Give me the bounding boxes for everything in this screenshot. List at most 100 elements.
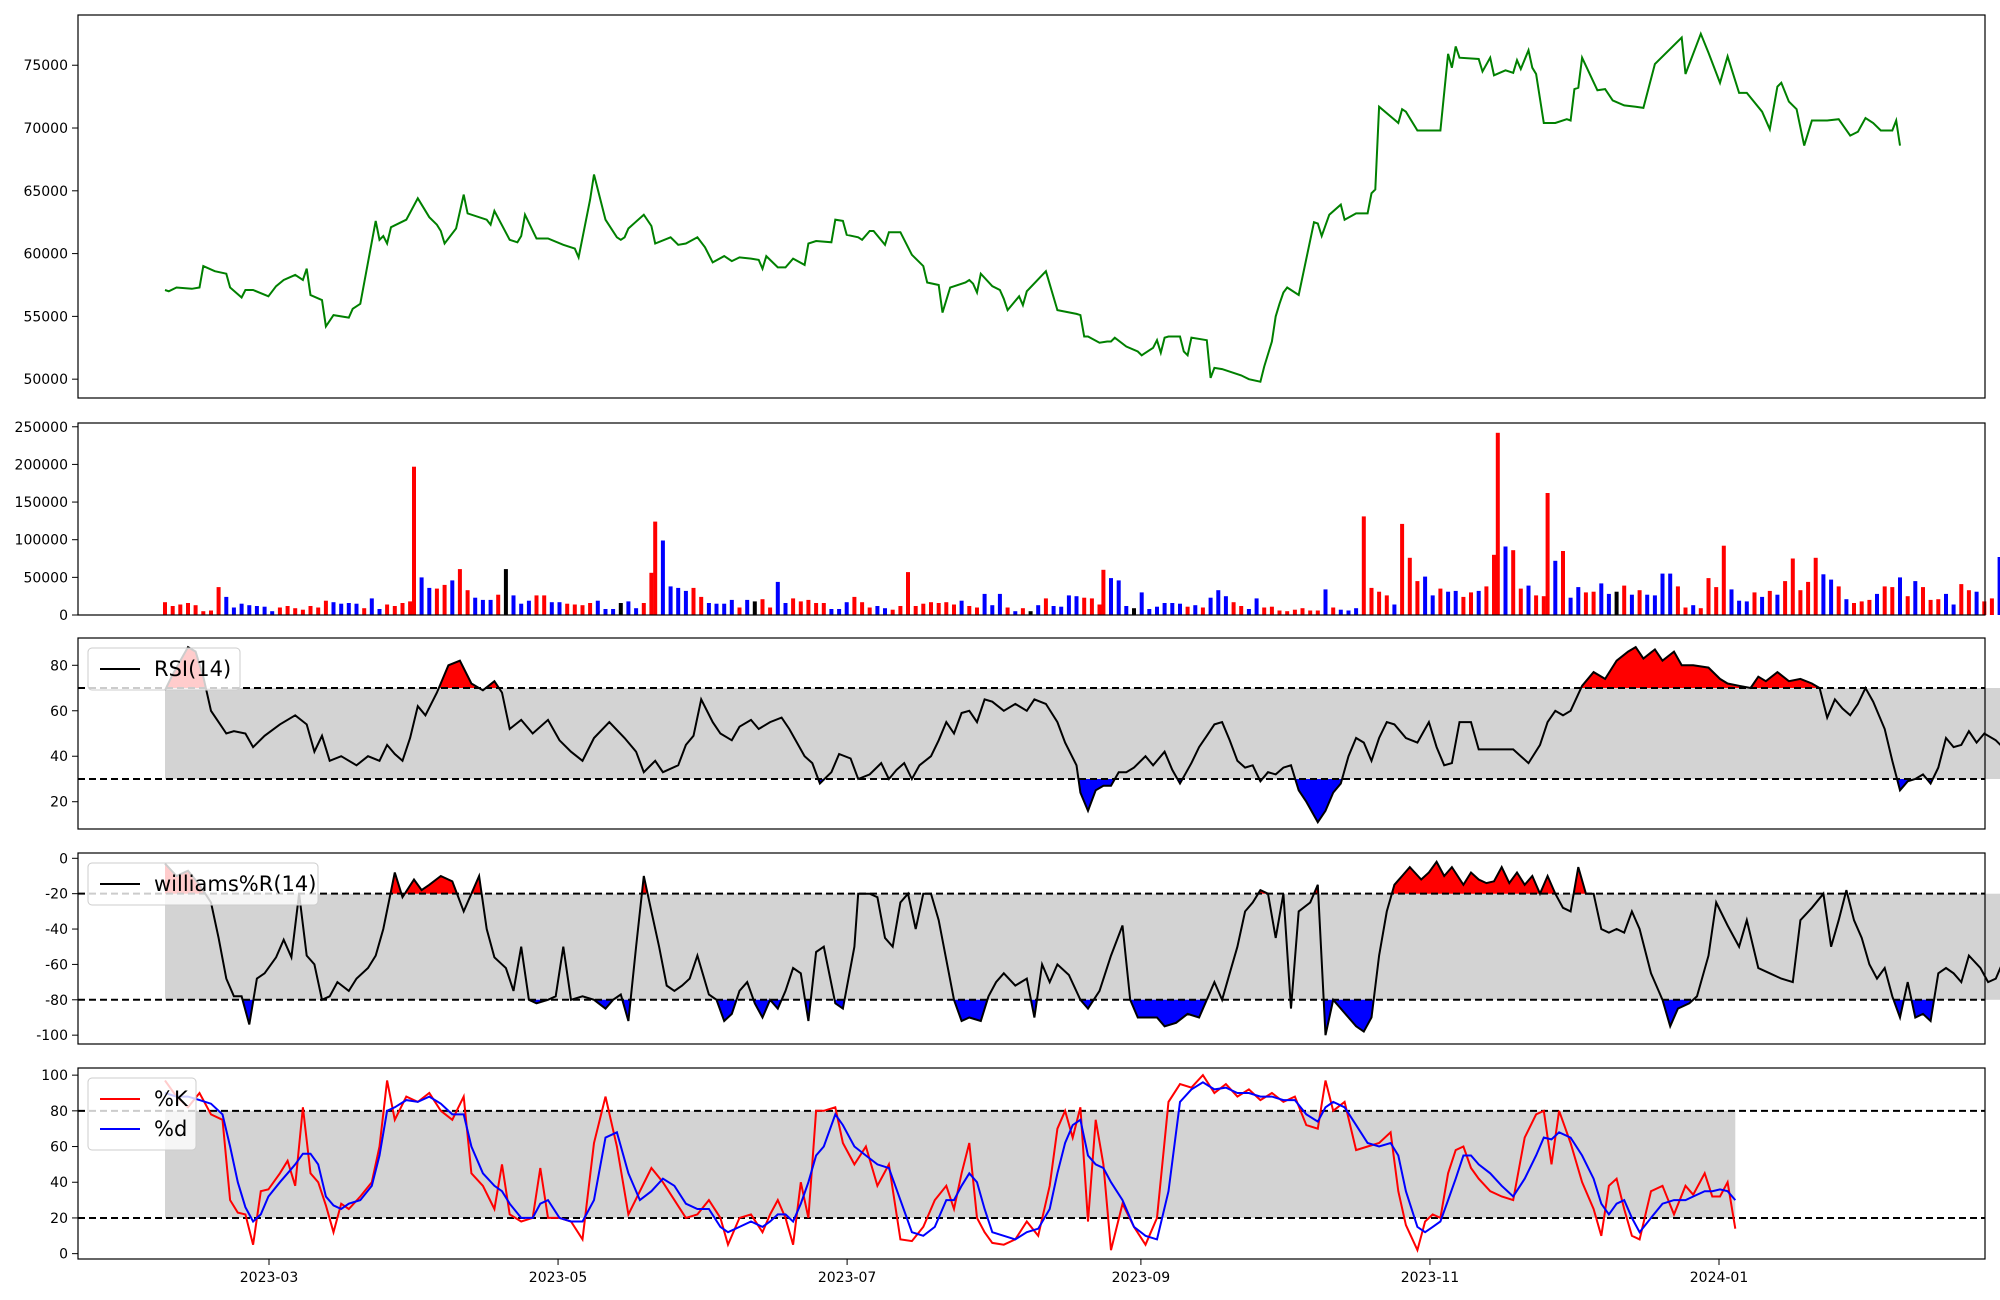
stoch-neutral-band — [165, 1110, 1736, 1218]
volume-bar — [1928, 599, 1933, 615]
stoch-panel-frame — [77, 1067, 1986, 1260]
volume-bar — [1469, 592, 1473, 615]
volume-bar — [308, 606, 313, 615]
volume-bar — [1767, 590, 1772, 615]
volume-bar — [1503, 546, 1508, 615]
volume-bar — [752, 601, 757, 615]
y-tick-label: 50000 — [23, 570, 68, 586]
volume-bar — [1637, 590, 1642, 615]
volume-bar — [262, 606, 267, 615]
price-panel-frame — [77, 14, 1986, 399]
volume-bar — [193, 605, 198, 615]
volume-bar — [1614, 591, 1619, 615]
volume-bar — [691, 587, 696, 615]
volume-bar — [1737, 600, 1742, 615]
volume-bar — [1691, 605, 1696, 615]
volume-bar — [1875, 593, 1879, 615]
volume-bar — [595, 600, 600, 615]
volume-bar — [1495, 432, 1500, 615]
volume-bar — [990, 605, 995, 615]
volume-bar — [1162, 603, 1167, 615]
volume-bar — [408, 601, 413, 615]
volume-bar — [906, 572, 910, 615]
volume-bar — [1844, 599, 1849, 615]
volume-bar — [1109, 578, 1113, 615]
volume-bar — [1346, 610, 1351, 615]
volume-bar — [1714, 587, 1719, 615]
y-tick-label: -100 — [36, 1028, 68, 1044]
x-tick-label: 2024-01 — [1690, 1270, 1749, 1286]
volume-bar — [369, 598, 374, 615]
volume-bar — [1208, 597, 1213, 615]
volume-bar — [224, 596, 229, 615]
volume-bar — [860, 602, 865, 615]
volume-bar — [1836, 586, 1841, 615]
y-tick-label: 150000 — [15, 495, 68, 511]
volume-bar — [588, 603, 593, 615]
y-tick-label: 80 — [50, 1104, 68, 1120]
volume-panel-frame — [77, 422, 1986, 616]
volume-bar — [1300, 608, 1305, 615]
volume-bar — [1790, 558, 1795, 615]
volume-bar — [457, 569, 462, 615]
volume-bar — [1882, 586, 1887, 615]
volume-bar — [1028, 611, 1033, 615]
volume-bar — [952, 604, 956, 615]
volume-bar — [1534, 595, 1539, 615]
volume-bar — [921, 603, 926, 615]
volume-bar — [1461, 596, 1466, 615]
volume-bar — [883, 608, 887, 615]
volume-bar — [1545, 493, 1550, 615]
volume-bar — [549, 602, 554, 615]
volume-bar — [806, 599, 811, 615]
volume-bar — [944, 602, 949, 615]
volume-bar — [852, 596, 857, 615]
volume-bar — [1683, 607, 1688, 615]
y-tick-label: 100 — [41, 1068, 68, 1084]
volume-bar — [1959, 584, 1964, 615]
volume-bar — [775, 581, 780, 615]
y-tick-label: 55000 — [23, 309, 68, 325]
volume-bar — [1729, 589, 1734, 615]
volume-bar — [1852, 603, 1856, 615]
volume-bar — [1568, 597, 1573, 615]
volume-bar — [1974, 591, 1979, 615]
volume-bar — [163, 602, 167, 615]
volume-bar — [1013, 611, 1018, 615]
volume-bar — [216, 587, 221, 615]
y-tick-label: 40 — [50, 749, 68, 765]
volume-bar — [1246, 609, 1251, 615]
volume-bar — [542, 595, 547, 615]
volume-bar — [1292, 609, 1297, 615]
volume-bar — [722, 603, 727, 615]
volume-bar — [649, 572, 654, 615]
volume-bar — [1668, 573, 1673, 615]
volume-bar — [1583, 592, 1588, 615]
volume-bar — [1193, 605, 1198, 615]
volume-bar — [1989, 598, 1994, 615]
y-tick-label: 60000 — [23, 247, 68, 263]
volume-bar — [1116, 580, 1121, 615]
volume-bar — [511, 595, 516, 615]
y-tick-label: 70000 — [23, 121, 68, 137]
y-tick-label: 0 — [59, 608, 68, 624]
volume-bar — [1308, 610, 1313, 615]
volume-bar — [1315, 610, 1320, 615]
volume-bar — [660, 540, 665, 615]
volume-bar — [1511, 550, 1516, 615]
volume-bar — [1599, 583, 1604, 615]
volume-bar — [277, 607, 282, 615]
y-tick-label: 0 — [59, 851, 68, 867]
volume-bar — [465, 590, 470, 615]
volume-bar — [450, 580, 455, 615]
volume-bar — [1629, 594, 1634, 615]
volume-bar — [1606, 593, 1611, 615]
y-tick-label: 100000 — [15, 533, 68, 549]
williams-line-1 — [164, 859, 2000, 1036]
volume-bar — [392, 606, 397, 615]
volume-bar — [1921, 587, 1925, 615]
volume-bar — [1178, 603, 1182, 615]
volume-bar — [557, 602, 562, 615]
volume-bar — [434, 588, 439, 615]
